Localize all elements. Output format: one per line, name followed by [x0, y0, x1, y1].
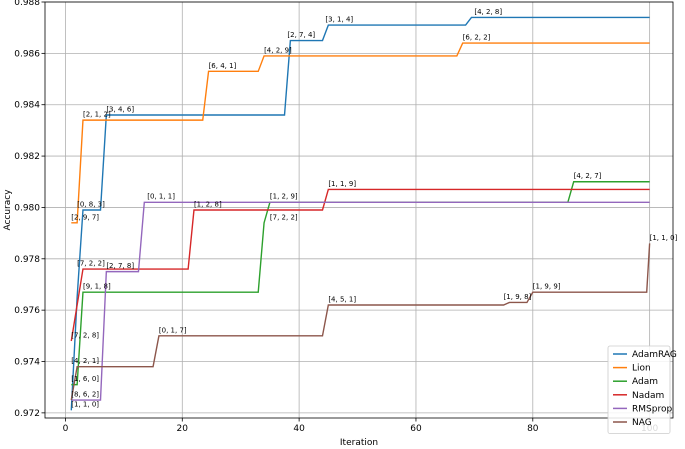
data-annotation: [7, 2, 2] — [270, 213, 298, 221]
legend-label: Lion — [632, 364, 651, 374]
data-annotation: [0, 1, 1] — [147, 193, 175, 201]
data-annotation: [6, 2, 2] — [463, 34, 491, 42]
legend-label: RMSprop — [632, 404, 672, 414]
data-annotation: [4, 2, 9] — [264, 46, 292, 54]
legend-label: AdamRAG — [632, 350, 677, 360]
data-annotation: [3, 1, 4] — [325, 16, 353, 24]
data-annotation: [1, 1, 9] — [328, 180, 356, 188]
data-annotation: [4, 2, 8] — [474, 8, 502, 16]
x-axis-title: Iteration — [340, 438, 378, 448]
data-annotation: [7, 2, 2] — [77, 259, 105, 267]
series-line-adamrag — [70, 16, 650, 411]
y-tick-label: 0.984 — [14, 101, 40, 111]
data-annotation: [1, 9, 9] — [533, 283, 561, 291]
series-layer — [70, 16, 651, 411]
series-line-adam — [71, 181, 650, 386]
data-annotation: [2, 1, 2] — [83, 111, 111, 119]
data-annotation: [3, 4, 6] — [106, 105, 134, 113]
data-annotation: [4, 5, 1] — [328, 295, 356, 303]
x-tick-label: 40 — [293, 424, 305, 434]
y-tick-label: 0.974 — [14, 358, 40, 368]
legend: AdamRAG Lion Adam Nadam RMSprop NAG — [607, 345, 677, 434]
data-annotation: [1, 1, 0] — [71, 401, 99, 409]
y-tick-label: 0.978 — [14, 255, 40, 265]
x-tick-label: 60 — [410, 424, 422, 434]
series-line-nadam — [70, 188, 650, 342]
y-tick-label: 0.976 — [14, 306, 40, 316]
grid — [45, 1, 673, 418]
y-tick-label: 0.982 — [14, 152, 40, 162]
data-annotation: [1, 1, 0] — [650, 234, 678, 242]
data-annotation: [0, 1, 7] — [159, 326, 187, 334]
legend-label: Nadam — [632, 391, 664, 401]
x-tick-label: 80 — [527, 424, 539, 434]
y-tick-label: 0.980 — [14, 203, 40, 213]
legend-label: NAG — [632, 418, 652, 428]
data-annotation: [6, 4, 1] — [209, 62, 237, 70]
data-annotation: [7, 2, 8] — [71, 331, 99, 339]
y-axis-title: Accuracy — [3, 189, 13, 231]
annotation-layer: [3, 1, 4] [4, 2, 8] [6, 2, 2] [2, 7, 4] [4, … — [71, 8, 677, 409]
x-tick-label: 20 — [177, 424, 189, 434]
data-annotation: [2, 7, 4] — [287, 31, 315, 39]
data-annotation: [1, 2, 8] — [194, 200, 222, 208]
data-annotation: [1, 9, 8] — [504, 293, 532, 301]
plot-frame — [44, 1, 674, 419]
data-annotation: [4, 2, 7] — [574, 172, 602, 180]
y-tick-label: 0.988 — [14, 0, 40, 8]
data-annotation: [4, 2, 1] — [71, 357, 99, 365]
data-annotation: [2, 7, 8] — [106, 262, 134, 270]
data-annotation: [1, 6, 0] — [71, 375, 99, 383]
y-tick-label: 0.972 — [14, 409, 40, 419]
x-tick-label: 0 — [63, 424, 69, 434]
data-annotation: [0, 8, 3] — [77, 200, 105, 208]
data-annotation: [2, 9, 7] — [71, 213, 99, 221]
ticks: 0204060801000.9720.9740.9760.9780.9800.9… — [14, 0, 658, 434]
series-line-rmsprop — [71, 201, 650, 401]
legend-label: Adam — [632, 377, 658, 387]
data-annotation: [9, 1, 8] — [83, 283, 111, 291]
y-tick-label: 0.986 — [14, 49, 40, 59]
series-line-lion — [71, 42, 650, 224]
data-annotation: [8, 6, 2] — [71, 390, 99, 398]
series-line-nag — [70, 243, 651, 401]
data-annotation: [1, 2, 9] — [270, 193, 298, 201]
